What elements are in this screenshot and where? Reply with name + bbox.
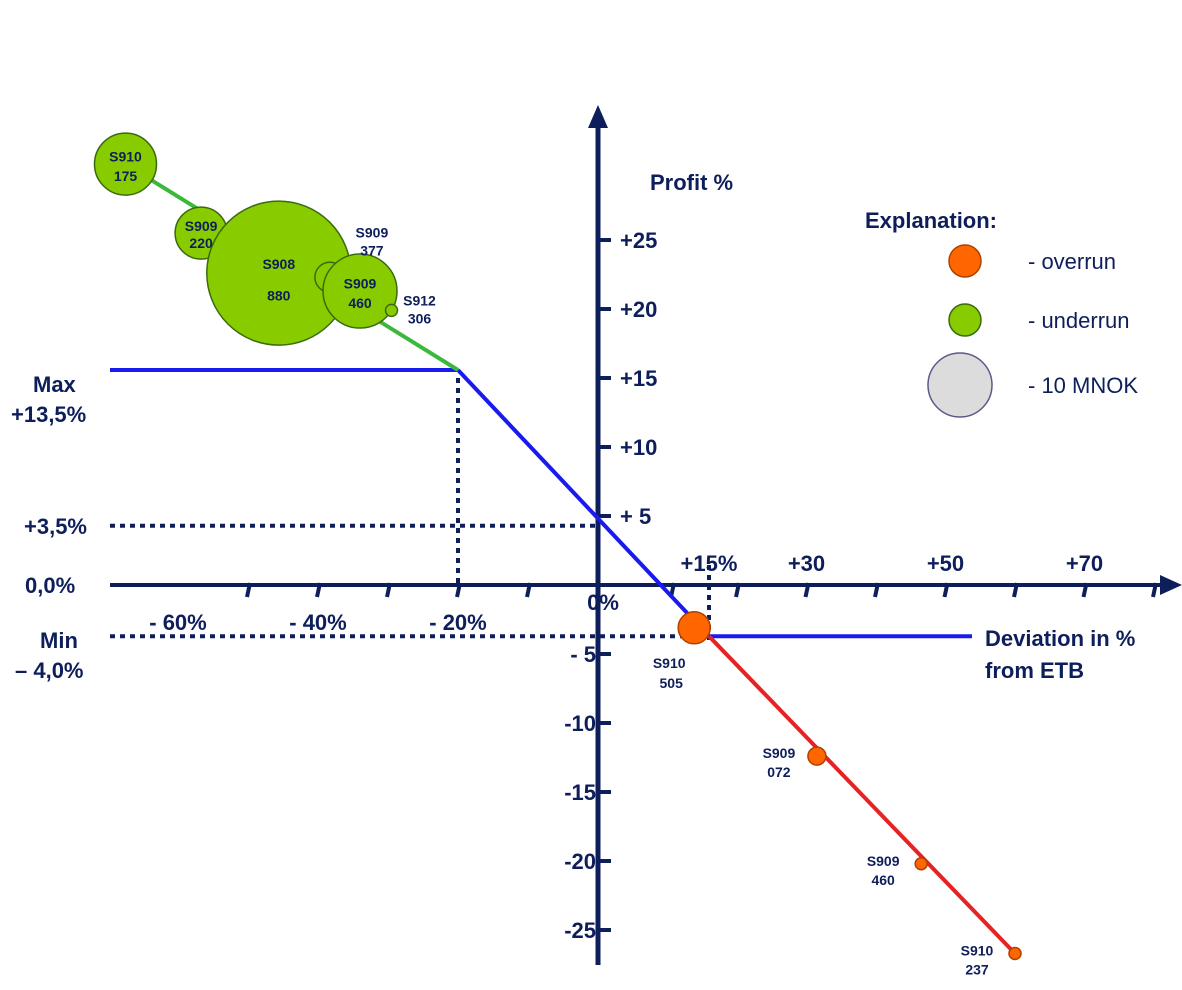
x-axis-title-line: Deviation in % bbox=[985, 626, 1135, 651]
x-tick-mark bbox=[1151, 582, 1158, 598]
x-tick-mark bbox=[455, 582, 462, 598]
point-number-label: 237 bbox=[965, 961, 989, 977]
point-project-label: S910 bbox=[961, 942, 994, 958]
point-project-label: S909 bbox=[356, 224, 389, 240]
x-tick-label: +50 bbox=[927, 551, 964, 576]
labels-layer: Profit % Deviation in % from ETB Max +13,5% +… bbox=[11, 149, 1135, 978]
x-axis-arrow-icon bbox=[1160, 575, 1182, 595]
legend-label: - 10 MNOK bbox=[1028, 373, 1138, 398]
y-tick-label: -15 bbox=[564, 780, 596, 805]
legend-marker-orange-circle bbox=[948, 244, 982, 278]
y-tick-label: +20 bbox=[620, 297, 657, 322]
x-axis-title-line: from ETB bbox=[985, 658, 1084, 683]
y-tick-label: - 5 bbox=[570, 642, 596, 667]
x-tick-mark bbox=[803, 582, 811, 598]
legend-label: - underrun bbox=[1028, 308, 1130, 333]
x-tick-mark bbox=[1012, 582, 1019, 598]
y-tick-label: -10 bbox=[564, 711, 596, 736]
x-tick-label: - 40% bbox=[289, 610, 346, 635]
point-project-label: S910 bbox=[653, 655, 686, 671]
max-value-label: +13,5% bbox=[11, 402, 86, 427]
y-tick-label: -25 bbox=[564, 918, 596, 943]
point-project-label: S910 bbox=[109, 149, 142, 165]
legend: Explanation: - overrun - underrun - 10 MNOK bbox=[865, 208, 1138, 418]
y-tick-label: +10 bbox=[620, 435, 657, 460]
point-project-label: S912 bbox=[403, 292, 436, 308]
x-tick-mark bbox=[873, 582, 880, 598]
legend-marker-size-reference-circle bbox=[927, 352, 993, 418]
y-axis-title: Profit % bbox=[650, 170, 733, 195]
x-tick-label: 0% bbox=[587, 590, 619, 615]
point-number-label: 505 bbox=[660, 675, 684, 691]
y-tick-label: +25 bbox=[620, 228, 657, 253]
point-project-label: S909 bbox=[763, 745, 796, 761]
point-number-label: 377 bbox=[360, 242, 384, 258]
axes-layer: - 60% - 40% - 20% 0% +15% +30 +50 +70 +25 +20 +15 +… bbox=[110, 105, 1182, 965]
min-value-label: – 4,0% bbox=[15, 658, 84, 683]
y-tick-label: + 5 bbox=[620, 504, 651, 529]
data-points-layer bbox=[93, 132, 1022, 961]
point-number-label: 220 bbox=[189, 235, 213, 251]
x-tick-label: - 60% bbox=[149, 610, 206, 635]
data-point bbox=[1008, 946, 1022, 961]
x-tick-mark bbox=[942, 582, 950, 598]
y-tick-label: +15 bbox=[620, 366, 657, 391]
data-point bbox=[93, 132, 158, 196]
x-tick-mark bbox=[315, 582, 322, 598]
point-project-label: S909 bbox=[185, 218, 218, 234]
slope-line bbox=[456, 368, 711, 638]
min-label: Min bbox=[40, 628, 78, 653]
data-point bbox=[384, 303, 399, 318]
point-number-label: 306 bbox=[408, 310, 432, 326]
x-tick-label: +15% bbox=[681, 551, 738, 576]
y-tick-label: -20 bbox=[564, 849, 596, 874]
point-number-label: 175 bbox=[114, 168, 138, 184]
x-tick-mark bbox=[1081, 582, 1089, 598]
x-tick-label: +30 bbox=[788, 551, 825, 576]
data-point bbox=[322, 253, 398, 329]
point-number-label: 880 bbox=[267, 287, 291, 303]
zero-label: 0,0% bbox=[25, 573, 75, 598]
point-number-label: 460 bbox=[871, 872, 895, 888]
point-number-label: 072 bbox=[767, 764, 791, 780]
max-label: Max bbox=[33, 372, 77, 397]
x-tick-mark bbox=[385, 582, 392, 598]
legend-label: - overrun bbox=[1028, 249, 1116, 274]
point-project-label: S908 bbox=[262, 256, 295, 272]
y-axis-arrow-icon bbox=[588, 105, 608, 128]
legend-title: Explanation: bbox=[865, 208, 997, 233]
x-tick-label: +70 bbox=[1066, 551, 1103, 576]
x-tick-mark bbox=[245, 582, 252, 598]
intercept-label: +3,5% bbox=[24, 514, 87, 539]
overrun-line bbox=[707, 634, 1017, 955]
x-tick-mark bbox=[525, 582, 532, 598]
point-project-label: S909 bbox=[344, 276, 377, 292]
legend-marker-green-circle bbox=[948, 303, 982, 337]
x-tick-label: - 20% bbox=[429, 610, 486, 635]
data-point bbox=[807, 746, 827, 766]
point-number-label: 460 bbox=[348, 295, 372, 311]
data-point bbox=[914, 857, 928, 871]
point-project-label: S909 bbox=[867, 853, 900, 869]
x-tick-mark bbox=[734, 582, 741, 598]
data-point bbox=[677, 611, 711, 645]
